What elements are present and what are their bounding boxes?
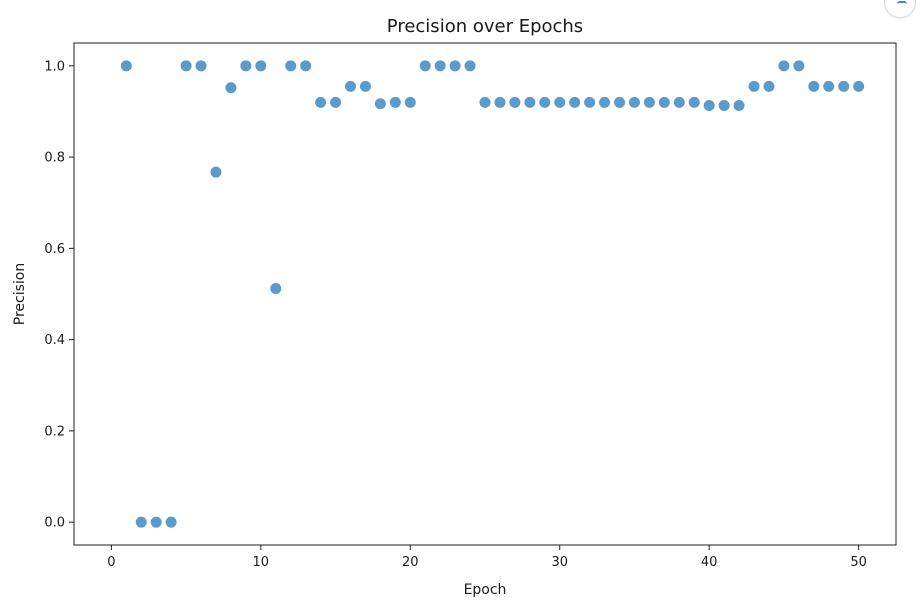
data-point (539, 96, 551, 108)
data-point (479, 96, 491, 108)
data-point (165, 516, 177, 528)
y-axis-label: Precision (12, 263, 28, 325)
y-tick-label: 0.8 (44, 151, 65, 166)
data-point (404, 96, 416, 108)
data-point (599, 96, 611, 108)
y-tick-label: 1.0 (44, 59, 65, 74)
data-point (569, 96, 581, 108)
data-point (389, 96, 401, 108)
data-point (150, 516, 162, 528)
data-point (449, 60, 461, 72)
y-tick-label: 0.6 (44, 242, 65, 257)
data-point (180, 60, 192, 72)
x-tick-label: 40 (701, 555, 718, 570)
data-point (688, 96, 700, 108)
data-point (434, 60, 446, 72)
data-point (330, 96, 342, 108)
floating-action-glyph-icon (897, 1, 907, 7)
data-point (748, 80, 760, 92)
x-tick-label: 0 (107, 555, 115, 570)
data-point (524, 96, 536, 108)
data-point (255, 60, 267, 72)
y-tick-label: 0.2 (44, 424, 65, 439)
data-point (285, 60, 297, 72)
y-axis-ticks: 0.0 0.2 0.4 0.6 0.8 1.0 (44, 59, 74, 531)
data-point (494, 96, 506, 108)
data-point (733, 100, 745, 112)
x-tick-label: 50 (850, 555, 867, 570)
data-point (344, 80, 356, 92)
data-point (718, 100, 730, 112)
data-point (643, 96, 655, 108)
data-point (554, 96, 566, 108)
data-point (240, 60, 252, 72)
data-point (853, 80, 865, 92)
x-axis-label: Epoch (464, 582, 507, 598)
data-point (315, 96, 327, 108)
data-point (300, 60, 312, 72)
data-point (793, 60, 805, 72)
data-point (359, 80, 371, 92)
x-axis-ticks: 0 10 20 30 40 50 (107, 545, 867, 570)
data-point (673, 96, 685, 108)
data-point (509, 96, 521, 108)
data-point (419, 60, 431, 72)
data-point (838, 80, 850, 92)
data-point (374, 98, 386, 110)
data-point (808, 80, 820, 92)
x-tick-label: 10 (253, 555, 270, 570)
data-point (210, 166, 222, 178)
data-point (195, 60, 207, 72)
data-point (703, 100, 715, 112)
x-tick-label: 20 (402, 555, 419, 570)
y-tick-label: 0.4 (44, 333, 65, 348)
x-tick-label: 30 (551, 555, 568, 570)
data-point (614, 96, 626, 108)
points-layer (120, 60, 865, 528)
plot-frame (73, 42, 897, 546)
chart-title: Precision over Epochs (387, 16, 583, 37)
data-point (270, 283, 282, 295)
data-point (778, 60, 790, 72)
data-point (628, 96, 640, 108)
data-point (658, 96, 670, 108)
data-point (584, 96, 596, 108)
data-point (225, 82, 237, 94)
data-point (120, 60, 132, 72)
data-point (464, 60, 476, 72)
data-point (763, 80, 775, 92)
y-tick-label: 0.0 (44, 516, 65, 531)
data-point (135, 516, 147, 528)
data-point (823, 80, 835, 92)
